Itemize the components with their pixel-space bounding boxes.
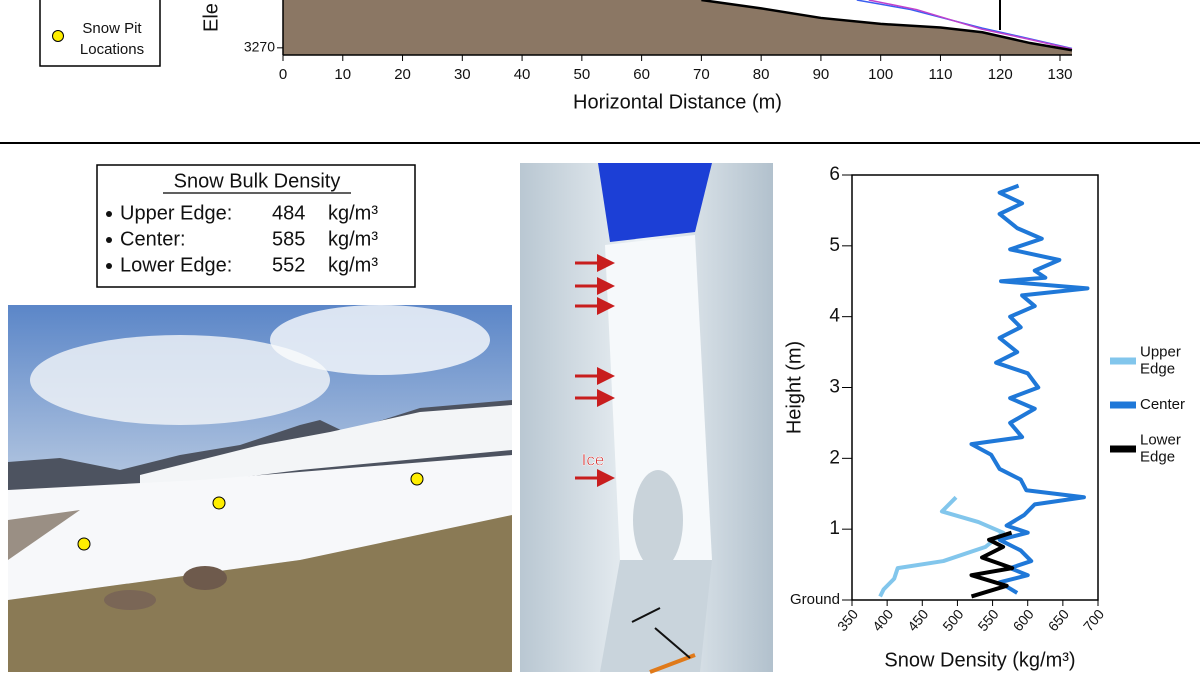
legend-label: Lower Edge [1140, 431, 1181, 465]
density-title: Snow Bulk Density [174, 170, 341, 192]
legend-label: Locations [80, 41, 144, 58]
x-tick-label: 130 [1047, 66, 1072, 83]
row-label: Center: [120, 228, 186, 250]
x-tick-label: 110 [929, 66, 953, 83]
x-tick-label: 550 [974, 606, 1001, 634]
legend-label: Center [1140, 396, 1185, 413]
y-tick-label: 2 [829, 447, 840, 468]
legend-marker [52, 30, 64, 42]
bullet [106, 263, 112, 269]
terrain [283, 0, 1072, 55]
elevation-line [701, 0, 1073, 52]
x-tick-label: 450 [904, 606, 931, 634]
plot-frame [851, 174, 1099, 601]
legend-label: Upper Edge [1140, 343, 1181, 377]
y-axis-title: Height (m) [783, 341, 805, 434]
x-tick-label: 10 [334, 66, 351, 83]
y-tick-label: Ground [790, 591, 840, 608]
snow-pit-photo [520, 163, 773, 674]
bullet [106, 237, 112, 243]
y-axis-title: Ele [200, 3, 222, 32]
row-value: 552 [272, 254, 305, 276]
x-tick-label: 80 [753, 66, 770, 83]
y-tick-label: 4 [829, 306, 840, 327]
density-line [969, 530, 1015, 599]
elevation-line [868, 0, 1073, 50]
x-tick-label: 50 [574, 66, 591, 83]
x-tick-label: 400 [869, 606, 896, 634]
x-tick-label: 100 [868, 66, 893, 83]
density-line [969, 183, 1090, 595]
x-axis-title: Snow Density (kg/m³) [884, 649, 1075, 671]
x-tick-label: 650 [1045, 606, 1072, 634]
y-tick-label: 6 [829, 164, 840, 185]
ice-label: Ice [582, 450, 605, 469]
row-label: Lower Edge: [120, 254, 232, 276]
row-value: 585 [272, 228, 305, 250]
legend-label: Snow Pit [82, 20, 142, 37]
x-tick-label: 500 [939, 606, 966, 634]
density-line [878, 495, 1006, 598]
y-tick-label: 3 [829, 377, 840, 398]
y-tick-label: 5 [829, 235, 840, 256]
x-tick-label: 30 [454, 66, 471, 83]
x-tick-label: 90 [813, 66, 830, 83]
x-tick-label: 700 [1080, 606, 1107, 634]
landscape-photo [8, 305, 512, 672]
x-tick-label: 120 [988, 66, 1013, 83]
row-label: Upper Edge: [120, 202, 232, 224]
x-tick-label: 70 [693, 66, 710, 83]
row-value: 484 [272, 202, 305, 224]
x-axis-title: Horizontal Distance (m) [573, 91, 782, 113]
x-tick-label: 40 [514, 66, 531, 83]
row-unit: kg/m³ [328, 228, 378, 250]
y-tick-label: 3270 [244, 39, 275, 55]
x-tick-label: 60 [633, 66, 650, 83]
row-unit: kg/m³ [328, 254, 378, 276]
x-tick-label: 350 [834, 606, 861, 634]
y-tick-label: 1 [829, 518, 840, 539]
x-tick-label: 0 [279, 66, 287, 83]
row-unit: kg/m³ [328, 202, 378, 224]
x-tick-label: 600 [1010, 606, 1037, 634]
density-box [96, 164, 416, 288]
x-tick-label: 20 [394, 66, 411, 83]
bullet [106, 211, 112, 217]
